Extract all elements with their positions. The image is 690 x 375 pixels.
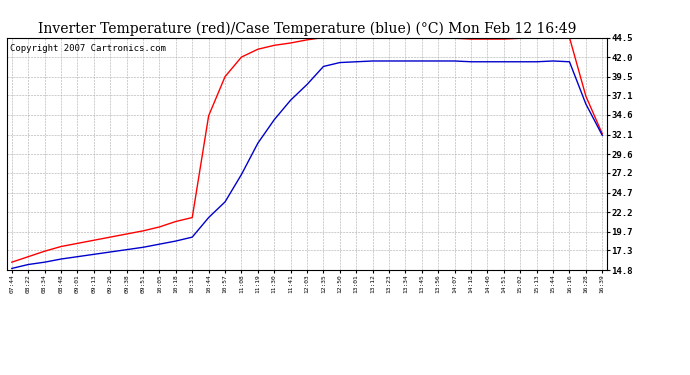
- Title: Inverter Temperature (red)/Case Temperature (blue) (°C) Mon Feb 12 16:49: Inverter Temperature (red)/Case Temperat…: [38, 22, 576, 36]
- Text: Copyright 2007 Cartronics.com: Copyright 2007 Cartronics.com: [10, 45, 166, 54]
